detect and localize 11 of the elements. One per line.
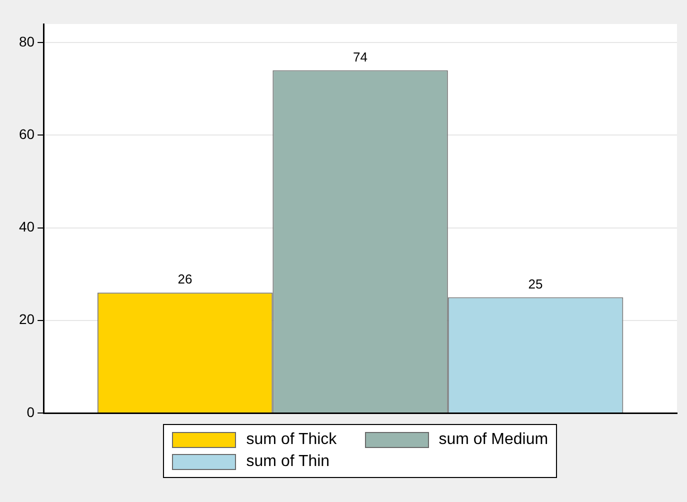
data-label: 26 [178, 272, 192, 287]
data-label: 74 [353, 49, 368, 64]
y-tick-label: 60 [18, 126, 35, 142]
legend-label: sum of Thick [246, 431, 337, 449]
legend-label: sum of Medium [438, 431, 548, 449]
legend-label: sum of Thin [246, 453, 330, 471]
data-label: 25 [528, 276, 543, 292]
y-tick-label: 0 [26, 404, 35, 420]
y-tick-label: 40 [18, 218, 35, 235]
y-tick-label: 20 [18, 311, 35, 328]
y-tick-label: 80 [18, 33, 35, 50]
